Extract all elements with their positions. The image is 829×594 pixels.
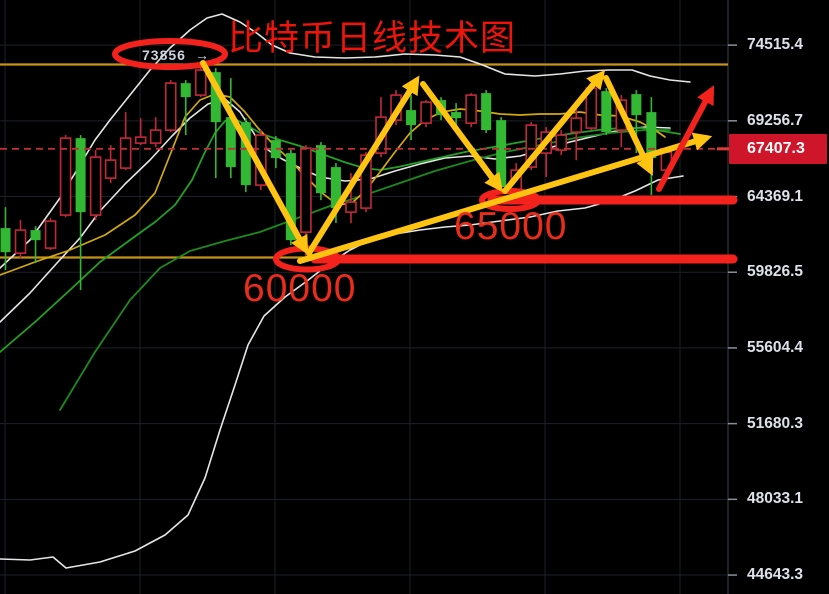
candle-body (570, 117, 583, 133)
candle-down (75, 135, 86, 291)
y-axis-label: 59826.5 (747, 263, 804, 281)
trend-arrows (200, 60, 715, 264)
candle-body (134, 136, 147, 144)
candle-body (496, 120, 507, 188)
y-axis-label: 51680.3 (747, 414, 804, 432)
candle-body (646, 112, 657, 159)
yellow-trend-arrow (306, 75, 420, 256)
candle-down (30, 226, 41, 264)
candle-body (360, 154, 372, 209)
y-axis-label: 44643.3 (747, 566, 804, 584)
yellow-trend-arrow (297, 132, 713, 264)
support-label-60000: 60000 (243, 267, 357, 310)
grid-lines (0, 0, 737, 594)
candle-body (481, 93, 492, 131)
candle-up (194, 62, 207, 98)
candle-down (315, 142, 326, 201)
candle-down (646, 97, 657, 196)
candle-body (240, 122, 251, 186)
price-axis[interactable]: 67407.3 74515.4 69256.7 64369.1 59826.5 5560… (728, 0, 829, 594)
candle-down (225, 78, 236, 179)
y-axis-label: 69256.7 (747, 111, 804, 129)
y-axis-label: 64369.1 (747, 187, 804, 205)
candle-down (270, 136, 281, 169)
candle-down (601, 88, 612, 136)
candle-body (631, 94, 642, 116)
support-label-65000: 65000 (454, 205, 568, 248)
candle-up (14, 220, 27, 259)
candle-body (0, 228, 11, 253)
candle-down (481, 90, 492, 134)
candle-body (210, 72, 221, 123)
candle-body (525, 124, 538, 168)
highlight-ellipse (479, 188, 541, 212)
candle-up (420, 100, 432, 128)
candle-up (164, 80, 177, 133)
candle-body (330, 167, 341, 209)
candle-body (194, 69, 207, 96)
candle-body (225, 117, 236, 168)
peak-price-value: 73856 (142, 47, 186, 63)
candle-body (300, 147, 312, 233)
red-trend-arrow (656, 85, 715, 192)
cursor-arrow-icon: → (194, 47, 210, 63)
candle-body (315, 145, 326, 194)
candle-body (451, 112, 462, 119)
candle-down (240, 118, 251, 193)
peak-price-callout: 73856 → (142, 47, 210, 63)
chart-title: 比特币日线技术图 (228, 19, 517, 58)
candle-down (406, 95, 417, 141)
yellow-trend-arrow (502, 69, 606, 194)
last-price-tag: 67407.3 (729, 133, 827, 164)
candle-body (119, 137, 132, 169)
candle-body (30, 230, 41, 241)
candle-body (75, 138, 86, 213)
candle-body (465, 94, 477, 124)
candle-body (555, 134, 568, 151)
y-axis-label: 74515.4 (747, 36, 804, 54)
y-axis-label: 48033.1 (747, 490, 804, 508)
candle-body (285, 153, 296, 241)
candle-up (465, 93, 477, 128)
candle-body (180, 83, 191, 98)
y-axis-label: 55604.4 (747, 338, 804, 356)
candle-body (406, 110, 417, 126)
bollinger-lower-band (0, 175, 684, 569)
candle-body (149, 129, 162, 144)
yellow-trend-arrow (200, 60, 309, 255)
candle-up (119, 112, 132, 171)
candle-body (345, 201, 357, 213)
candle-up (149, 117, 162, 148)
highlight-ellipse (112, 38, 228, 70)
bollinger-upper-band (0, 13, 691, 269)
candle-body (270, 140, 281, 159)
candle-up (570, 108, 583, 161)
candle-body (104, 159, 117, 179)
candle-up (44, 218, 57, 251)
yellow-trend-arrow (420, 81, 503, 193)
candle-down (180, 80, 191, 136)
candle-up (89, 150, 102, 221)
candle-body (14, 229, 27, 254)
candle-body (89, 156, 102, 216)
candle-up (555, 130, 568, 156)
candle-body (601, 91, 612, 133)
candle-body (420, 101, 432, 124)
candle-up (59, 135, 72, 218)
candle-up (104, 145, 117, 184)
candle-down (0, 207, 11, 271)
candle-body (59, 137, 72, 216)
support-bars (310, 195, 738, 264)
candle-body (164, 82, 177, 131)
candle-body (44, 220, 57, 249)
candle-up (134, 118, 147, 146)
